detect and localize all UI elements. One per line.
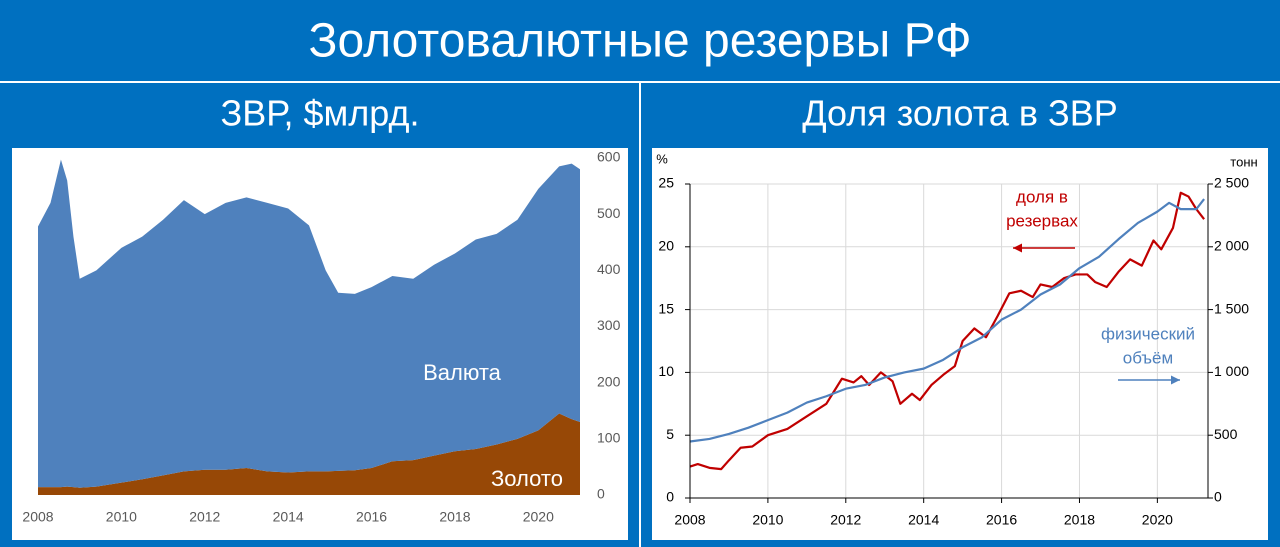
y-tick-label: 100	[597, 430, 621, 446]
arrowhead	[1171, 375, 1180, 385]
x-tick-label: 2014	[908, 512, 939, 528]
y-tick-label: 600	[597, 149, 621, 165]
line	[689, 198, 1205, 443]
x-tick-label: 2016	[986, 512, 1017, 528]
y2-tick-label: 2 000	[1214, 238, 1249, 254]
y-axis-label: %	[656, 151, 668, 166]
axis	[689, 184, 1209, 499]
x-tick-label: 2012	[830, 512, 861, 528]
annotation: объём	[1123, 348, 1173, 367]
annotation: резервах	[1006, 211, 1078, 230]
x-tick-label: 2008	[674, 512, 705, 528]
y-tick-label: 400	[597, 261, 621, 277]
area	[38, 413, 580, 495]
y-tick-label: 10	[658, 363, 674, 379]
y-tick-label: 20	[658, 238, 674, 254]
y-tick-label: 25	[658, 175, 674, 191]
x-tick-label: 2010	[106, 509, 137, 525]
x-tick-label: 2020	[1142, 512, 1173, 528]
y2-tick-label: 2 500	[1214, 175, 1249, 191]
y-tick-label: 0	[666, 489, 674, 505]
y2-axis-label: тонн	[1230, 154, 1257, 169]
y-tick-label: 300	[597, 317, 621, 333]
x-tick-label: 2014	[273, 509, 304, 525]
chart-title: ЗВР, $млрд.	[221, 93, 420, 134]
area	[38, 159, 580, 488]
y2-tick-label: 1 500	[1214, 300, 1249, 316]
chart-panel	[652, 148, 1268, 540]
y-tick-label: 5	[666, 426, 674, 442]
x-tick-label: 2008	[22, 509, 53, 525]
x-tick-label: 2020	[523, 509, 554, 525]
series-label: Золото	[491, 466, 563, 491]
annotation: доля в	[1016, 187, 1068, 206]
x-tick-label: 2012	[189, 509, 220, 525]
x-tick-label: 2016	[356, 509, 387, 525]
y-tick-label: 15	[658, 300, 674, 316]
slide-title: Золотовалютные резервы РФ	[308, 15, 971, 68]
arrowhead	[1013, 243, 1022, 253]
y-tick-label: 0	[597, 486, 605, 502]
annotation: физический	[1101, 324, 1195, 343]
x-tick-label: 2010	[752, 512, 783, 528]
chart-title: Доля золота в ЗВР	[802, 93, 1118, 134]
x-tick-label: 2018	[439, 509, 470, 525]
y2-tick-label: 0	[1214, 489, 1222, 505]
series-label: Валюта	[423, 360, 502, 385]
y2-tick-label: 500	[1214, 426, 1238, 442]
y-tick-label: 500	[597, 205, 621, 221]
y2-tick-label: 1 000	[1214, 363, 1249, 379]
y-tick-label: 200	[597, 373, 621, 389]
x-tick-label: 2018	[1064, 512, 1095, 528]
line	[689, 191, 1205, 471]
